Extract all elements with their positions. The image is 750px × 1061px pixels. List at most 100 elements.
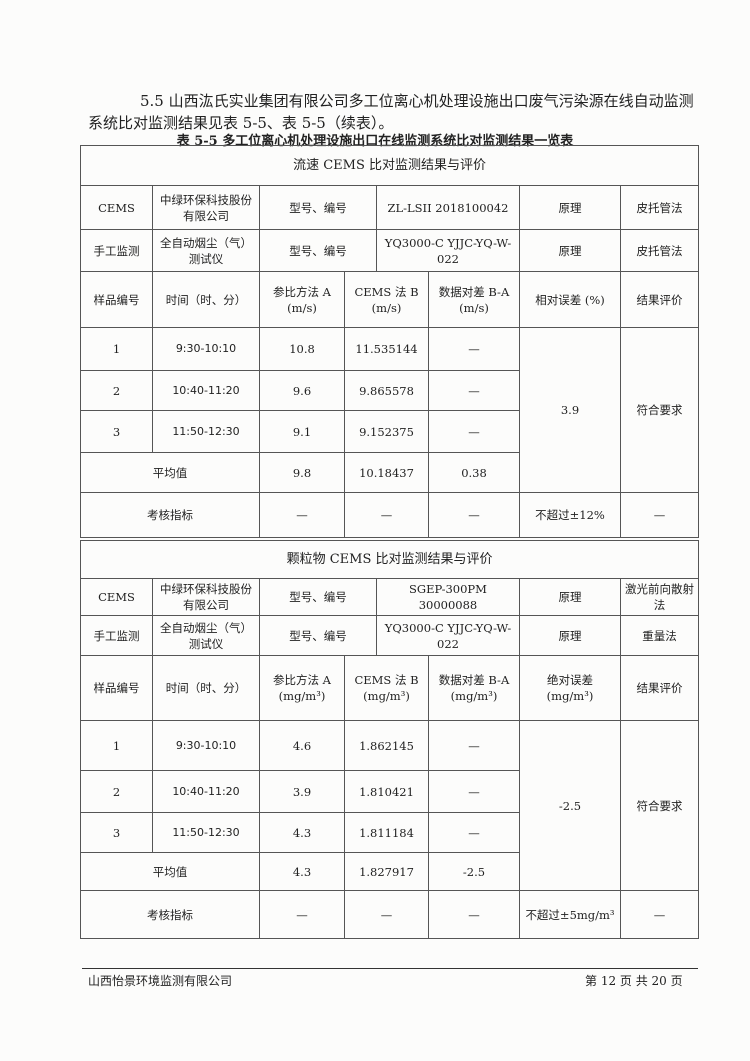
column-header: 结果评价 [619, 655, 700, 721]
manual-principle: 皮托管法 [619, 229, 700, 272]
difference-value: — [428, 410, 520, 453]
cems-info-row: CEMS 中绿环保科技股份有限公司 型号、编号 ZL-LSII 2018100042 原… [80, 185, 700, 230]
average-label: 平均值 [80, 852, 260, 891]
table-row: 2 10:40-11:20 9.6 9.865578— [80, 370, 699, 411]
criteria-error: 不超过±5mg/m³ [519, 890, 621, 939]
sample-time: 9:30-10:10 [152, 720, 260, 771]
criteria-a: — [259, 890, 345, 939]
sample-time: 9:30-10:10 [152, 327, 260, 371]
principle-label: 原理 [519, 185, 621, 230]
section-title: 颗粒物 CEMS 比对监测结果与评价 [79, 540, 700, 579]
reference-value: 4.6 [259, 720, 345, 771]
difference-value: — [428, 812, 520, 853]
criteria-label: 考核指标 [80, 492, 260, 538]
result-evaluation: 符合要求 [619, 720, 700, 891]
cems-maker: 中绿环保科技股份有限公司 [152, 185, 260, 230]
reference-value: 10.8 [259, 327, 345, 371]
sample-no: 1 [80, 327, 153, 371]
footer-page-number: 第 12 页 共 20 页 [585, 974, 683, 988]
criteria-b: — [344, 890, 429, 939]
sample-time: 11:50-12:30 [152, 812, 260, 853]
sample-no: 2 [80, 770, 153, 813]
manual-model: YQ3000-C YJJC-YQ-W-022 [376, 229, 520, 272]
criteria-diff: — [428, 890, 520, 939]
table-row: 1 9:30-10:10 4.6 1.862145— -2.5 符合要求 [80, 720, 700, 891]
column-header-row: 样品编号 时间（时、分） 参比方法 A (mg/m³) CEMS 法 B (mg/m³… [80, 655, 700, 721]
intro-paragraph: 5.5 山西汯氏实业集团有限公司多工位离心机处理设施出口废气污染源在线自动监测系… [88, 92, 694, 132]
result-evaluation: 符合要求 [619, 327, 700, 493]
principle-label: 原理 [519, 578, 621, 616]
sample-no: 2 [80, 370, 153, 411]
cems-value: 9.865578 [344, 370, 429, 411]
sample-time: 10:40-11:20 [152, 370, 260, 411]
criteria-a: — [259, 492, 345, 538]
manual-maker: 全自动烟尘（气）测试仪 [152, 229, 260, 272]
model-label: 型号、编号 [259, 229, 377, 272]
manual-label: 手工监测 [80, 615, 153, 656]
reference-value: 3.9 [259, 770, 345, 813]
model-label: 型号、编号 [259, 185, 377, 230]
model-label: 型号、编号 [259, 578, 377, 616]
table-row: 3 11:50-12:30 9.1 9.152375— [80, 410, 699, 453]
cems-value: 11.535144 [344, 327, 429, 371]
cems-label: CEMS [80, 185, 153, 230]
column-header: CEMS 法 B (mg/m³) [344, 655, 429, 721]
average-b: 1.827917 [344, 852, 429, 891]
sample-no: 1 [80, 720, 153, 771]
sample-no: 3 [80, 410, 153, 453]
section-title: 流速 CEMS 比对监测结果与评价 [79, 145, 700, 186]
criteria-result: — [619, 492, 700, 538]
sample-no: 3 [80, 812, 153, 853]
cems-model: ZL-LSII 2018100042 [376, 185, 520, 230]
table-row: 2 10:40-11:20 3.9 1.810421— [80, 770, 699, 813]
cems-principle: 皮托管法 [619, 185, 700, 230]
column-header: 绝对误差 (mg/m³) [519, 655, 621, 721]
column-header: CEMS 法 B (m/s) [344, 271, 429, 328]
manual-label: 手工监测 [80, 229, 153, 272]
reference-value: 4.3 [259, 812, 345, 853]
section-title-row: 流速 CEMS 比对监测结果与评价 [79, 145, 700, 186]
table-row: 1 9:30-10:10 10.8 11.535144 —3.9 符合要求 [80, 327, 700, 493]
column-header: 时间（时、分） [152, 655, 260, 721]
cems-label: CEMS [80, 578, 153, 616]
difference-value: — [428, 770, 520, 813]
column-header: 样品编号 [80, 655, 153, 721]
criteria-row: 考核指标 — — — 不超过±5mg/m³ — [80, 890, 700, 939]
cems-value: 1.862145 [344, 720, 429, 771]
section-title-row: 颗粒物 CEMS 比对监测结果与评价 [79, 540, 700, 579]
average-diff: -2.5 [428, 852, 520, 891]
column-header: 数据对差 B-A (m/s) [428, 271, 520, 328]
principle-label: 原理 [519, 229, 621, 272]
column-header: 参比方法 A (m/s) [259, 271, 345, 328]
average-diff: 0.38 [428, 452, 520, 493]
manual-model: YQ3000-C YJJC-YQ-W-022 [376, 615, 520, 656]
average-a: 9.8 [259, 452, 345, 493]
sample-time: 11:50-12:30 [152, 410, 260, 453]
particulate-cems-table: 颗粒物 CEMS 比对监测结果与评价 CEMS 中绿环保科技股份有限公司 型号、编号 S… [79, 540, 700, 939]
column-header-row: 样品编号 时间（时、分） 参比方法 A (m/s) CEMS 法 B (m/s) 数据对… [80, 271, 700, 328]
cems-model: SGEP-300PM 30000088 [376, 578, 520, 616]
criteria-diff: — [428, 492, 520, 538]
criteria-row: 考核指标 — — — 不超过±12% — [80, 492, 700, 538]
error-value: 3.9 [519, 327, 621, 493]
footer-company: 山西怡景环境监测有限公司 [88, 974, 233, 988]
column-header: 时间（时、分） [152, 271, 260, 328]
principle-label: 原理 [519, 615, 621, 656]
average-b: 10.18437 [344, 452, 429, 493]
cems-info-row: CEMS 中绿环保科技股份有限公司 型号、编号 SGEP-300PM 30000088… [80, 578, 700, 616]
column-header: 结果评价 [619, 271, 700, 328]
error-value: -2.5 [519, 720, 621, 891]
criteria-b: — [344, 492, 429, 538]
difference-value: — [428, 720, 520, 771]
average-label: 平均值 [80, 452, 260, 493]
model-label: 型号、编号 [259, 615, 377, 656]
reference-value: 9.1 [259, 410, 345, 453]
manual-maker: 全自动烟尘（气）测试仪 [152, 615, 260, 656]
column-header: 参比方法 A (mg/m³) [259, 655, 345, 721]
cems-value: 1.811184 [344, 812, 429, 853]
column-header: 相对误差 (%) [519, 271, 621, 328]
average-a: 4.3 [259, 852, 345, 891]
column-header: 数据对差 B-A (mg/m³) [428, 655, 520, 721]
sample-time: 10:40-11:20 [152, 770, 260, 813]
